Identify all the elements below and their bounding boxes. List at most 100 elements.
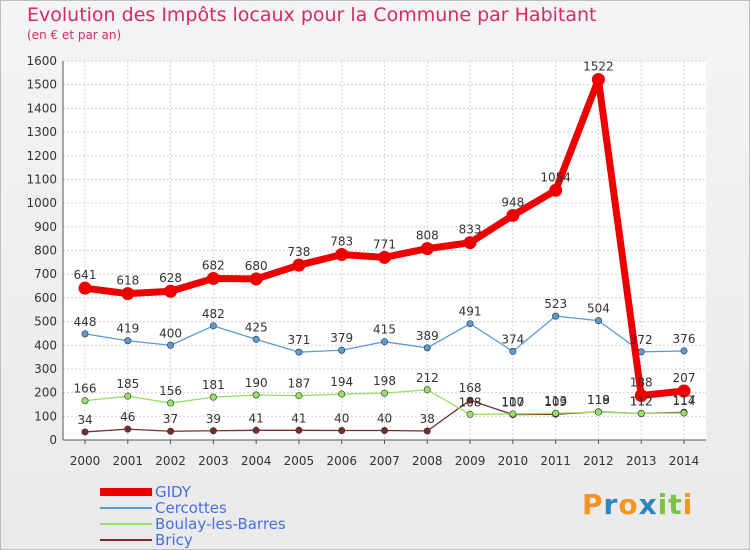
data-label-bricy: 37: [163, 412, 178, 426]
legend-item: GIDY: [100, 484, 286, 500]
data-point-gidy: [463, 236, 477, 250]
logo-letter: i: [657, 488, 669, 521]
data-point-boulay-les-barres: [167, 399, 175, 407]
data-point-cercottes: [167, 341, 175, 349]
y-tick-label: 200: [34, 386, 57, 400]
data-label-boulay-les-barres: 185: [116, 377, 139, 391]
data-label-cercottes: 482: [202, 307, 225, 321]
data-point-boulay-les-barres: [466, 410, 474, 418]
data-point-boulay-les-barres: [252, 391, 260, 399]
logo-letter: P: [582, 488, 604, 521]
data-point-gidy: [249, 272, 263, 286]
y-tick-label: 900: [34, 220, 57, 234]
data-point-gidy: [591, 72, 605, 86]
logo-letter: x: [638, 488, 658, 521]
data-point-gidy: [378, 250, 391, 264]
data-label-cercottes: 371: [287, 333, 310, 347]
legend-label: Boulay-les-Barres: [155, 515, 286, 533]
data-point-boulay-les-barres: [124, 392, 132, 400]
data-label-gidy: 833: [459, 223, 482, 237]
data-label-boulay-les-barres: 112: [630, 394, 653, 408]
data-label-cercottes: 379: [330, 331, 353, 345]
data-point-gidy: [335, 248, 349, 262]
data-point-gidy: [206, 271, 220, 285]
data-label-bricy: 34: [77, 413, 92, 427]
data-point-cercottes: [338, 346, 346, 354]
y-tick-label: 0: [49, 433, 57, 447]
data-label-cercottes: 419: [116, 322, 139, 336]
data-label-cercottes: 491: [459, 305, 482, 319]
x-tick-label: 2000: [70, 454, 101, 468]
y-tick-label: 600: [34, 291, 57, 305]
logo-letter: r: [603, 488, 619, 521]
data-label-gidy: 682: [202, 258, 225, 272]
y-tick-label: 1100: [26, 172, 57, 186]
data-label-gidy: 1522: [583, 59, 614, 73]
chart-subtitle: (en € et par an): [27, 28, 122, 42]
y-tick-label: 1500: [26, 78, 57, 92]
data-point-gidy: [292, 258, 306, 272]
y-tick-label: 500: [34, 315, 57, 329]
data-point-gidy: [634, 388, 648, 402]
data-point-cercottes: [423, 344, 431, 352]
data-point-cercottes: [124, 337, 132, 345]
data-point-gidy: [549, 183, 563, 197]
legend-item: Boulay-les-Barres: [100, 516, 286, 532]
legend-item: Bricy: [100, 532, 286, 548]
data-label-boulay-les-barres: 110: [501, 395, 524, 409]
data-point-boulay-les-barres: [338, 390, 346, 398]
data-label-gidy: 641: [74, 268, 97, 282]
data-label-boulay-les-barres: 114: [673, 394, 696, 408]
data-point-cercottes: [209, 322, 217, 330]
y-tick-label: 1400: [26, 101, 57, 115]
logo-letter: o: [618, 488, 639, 521]
x-tick-label: 2002: [155, 454, 186, 468]
data-label-bricy: 41: [291, 411, 306, 425]
data-point-cercottes: [252, 335, 260, 343]
y-tick-label: 700: [34, 267, 57, 281]
data-point-bricy: [167, 427, 175, 435]
data-label-boulay-les-barres: 113: [544, 394, 567, 408]
data-point-boulay-les-barres: [295, 392, 303, 400]
y-tick-label: 1000: [26, 196, 57, 210]
data-label-boulay-les-barres: 108: [459, 395, 482, 409]
data-label-bricy: 40: [334, 412, 349, 426]
data-label-boulay-les-barres: 156: [159, 384, 182, 398]
data-point-bricy: [338, 427, 346, 435]
legend-swatch: [100, 507, 152, 509]
data-label-boulay-les-barres: 198: [373, 374, 396, 388]
legend-label: Cercottes: [155, 499, 227, 517]
data-label-boulay-les-barres: 194: [330, 375, 353, 389]
x-tick-label: 2005: [284, 454, 315, 468]
data-point-cercottes: [509, 347, 517, 355]
data-label-boulay-les-barres: 181: [202, 378, 225, 392]
data-label-cercottes: 448: [74, 315, 97, 329]
logo-letter: t: [668, 488, 683, 521]
x-tick-label: 2001: [113, 454, 144, 468]
x-tick-label: 2003: [198, 454, 229, 468]
data-label-cercottes: 523: [544, 297, 567, 311]
data-point-bricy: [124, 425, 132, 433]
data-label-gidy: 1054: [540, 170, 571, 184]
data-label-bricy: 109: [544, 395, 567, 409]
data-point-cercottes: [552, 312, 560, 320]
legend-label: GIDY: [155, 483, 191, 501]
data-label-gidy: 783: [330, 235, 353, 249]
data-label-bricy: 38: [420, 412, 435, 426]
data-label-cercottes: 425: [245, 320, 268, 334]
data-point-cercottes: [466, 320, 474, 328]
y-tick-label: 1300: [26, 125, 57, 139]
data-point-bricy: [252, 426, 260, 434]
legend: GIDY Cercottes Boulay-les-Barres Bricy: [100, 484, 286, 548]
legend-swatch: [100, 523, 152, 525]
data-label-cercottes: 374: [501, 332, 524, 346]
data-point-boulay-les-barres: [209, 393, 217, 401]
chart-title: Evolution des Impôts locaux pour la Comm…: [27, 4, 597, 26]
data-label-gidy: 771: [373, 237, 396, 251]
y-tick-label: 1200: [26, 149, 57, 163]
data-label-gidy: 808: [416, 229, 439, 243]
data-label-boulay-les-barres: 118: [587, 393, 610, 407]
data-label-bricy: 112: [630, 394, 653, 408]
y-tick-label: 100: [34, 409, 57, 423]
y-tick-label: 800: [34, 244, 57, 258]
